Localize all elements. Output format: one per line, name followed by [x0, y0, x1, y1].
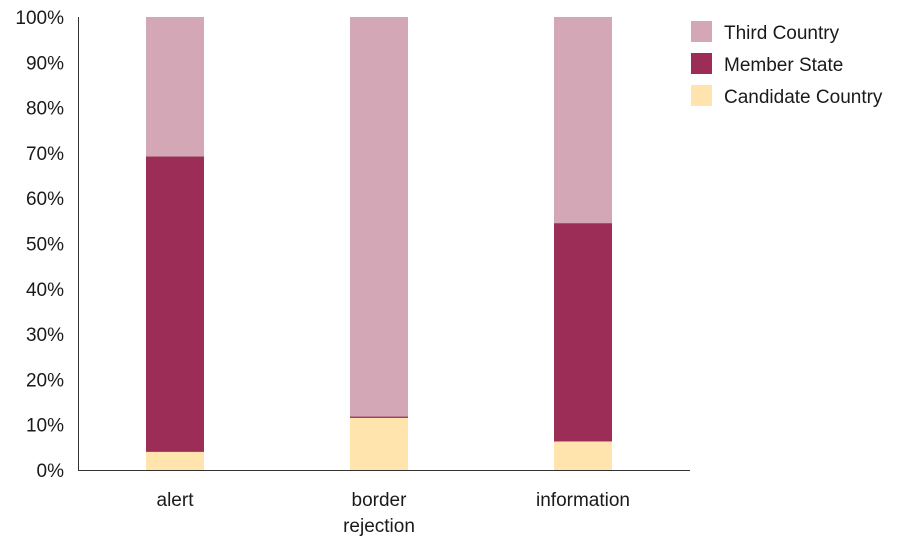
y-tick-label: 90% [26, 53, 64, 74]
bar-segment-member-state [554, 223, 612, 442]
y-tick-label: 40% [26, 280, 64, 301]
x-category-label: information [536, 490, 630, 511]
y-axis-ticks: 0% 10% 20% 30% 40% 50% 60% 70% 80% 90% 100% [15, 8, 64, 482]
legend-swatch [691, 85, 712, 106]
legend-swatch [691, 21, 712, 42]
y-tick-label: 0% [37, 461, 65, 482]
y-tick-label: 100% [15, 8, 64, 29]
y-tick-label: 70% [26, 144, 64, 165]
x-axis-category-labels: alert border rejection information [157, 490, 630, 537]
legend-swatch [691, 53, 712, 74]
bar-segment-third-country [350, 17, 408, 417]
bars [146, 17, 612, 470]
legend: Third Country Member State Candidate Count… [691, 21, 883, 108]
y-tick-label: 20% [26, 370, 64, 391]
y-tick-label: 10% [26, 416, 64, 437]
legend-label: Candidate Country [724, 87, 883, 108]
y-tick-label: 30% [26, 325, 64, 346]
bar-segment-third-country [146, 17, 204, 157]
bar-segment-candidate-country [350, 417, 408, 470]
bar-segment-third-country [554, 17, 612, 224]
y-tick-label: 60% [26, 189, 64, 210]
bar-segment-member-state [350, 416, 408, 418]
x-category-label: border [352, 490, 408, 511]
y-tick-label: 50% [26, 235, 64, 256]
y-tick-label: 80% [26, 99, 64, 120]
legend-label: Third Country [724, 23, 840, 44]
bar-segment-candidate-country [554, 441, 612, 470]
legend-label: Member State [724, 55, 843, 76]
bar-segment-candidate-country [146, 451, 204, 470]
x-category-label: rejection [343, 516, 415, 537]
bar-segment-member-state [146, 156, 204, 452]
x-category-label: alert [157, 490, 195, 511]
